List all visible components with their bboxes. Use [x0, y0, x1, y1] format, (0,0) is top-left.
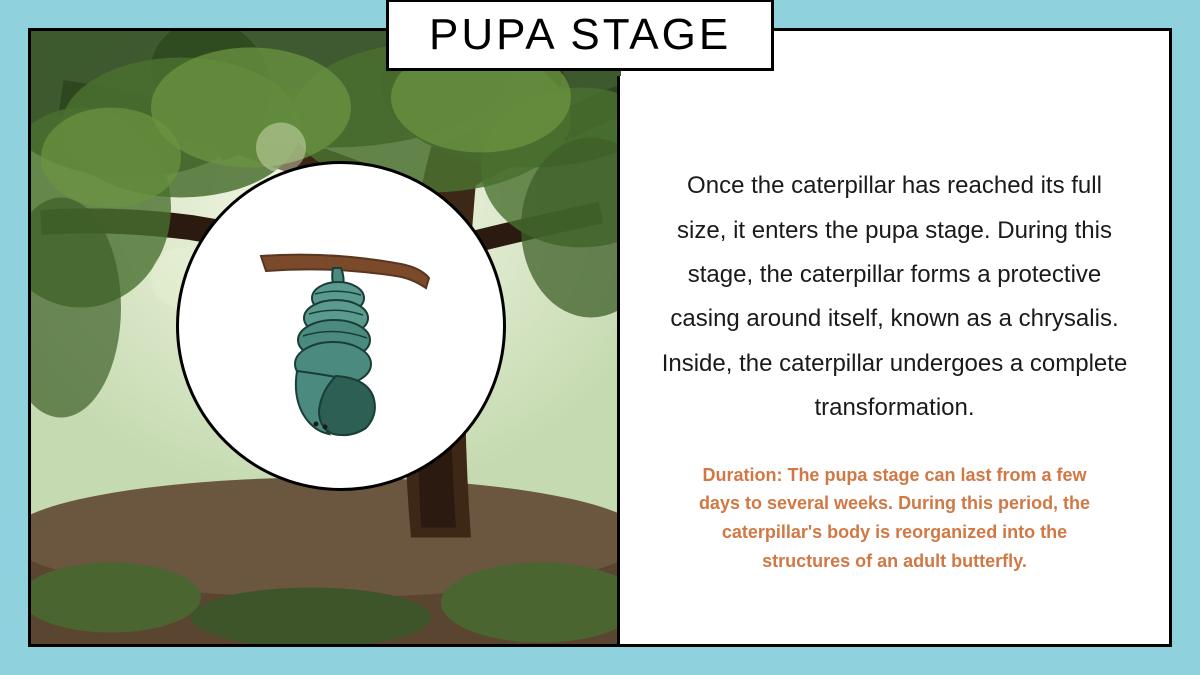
chrysalis-circle	[176, 161, 506, 491]
text-panel: Once the caterpillar has reached its ful…	[617, 76, 1169, 644]
duration-paragraph: Duration: The pupa stage can last from a…	[660, 461, 1129, 576]
chrysalis-illustration	[211, 196, 471, 456]
page-title: PUPA STAGE	[429, 10, 731, 60]
body-paragraph: Once the caterpillar has reached its ful…	[660, 164, 1129, 430]
title-box: PUPA STAGE	[386, 0, 774, 71]
main-frame: Once the caterpillar has reached its ful…	[28, 28, 1172, 647]
tree-image-area	[31, 31, 621, 644]
